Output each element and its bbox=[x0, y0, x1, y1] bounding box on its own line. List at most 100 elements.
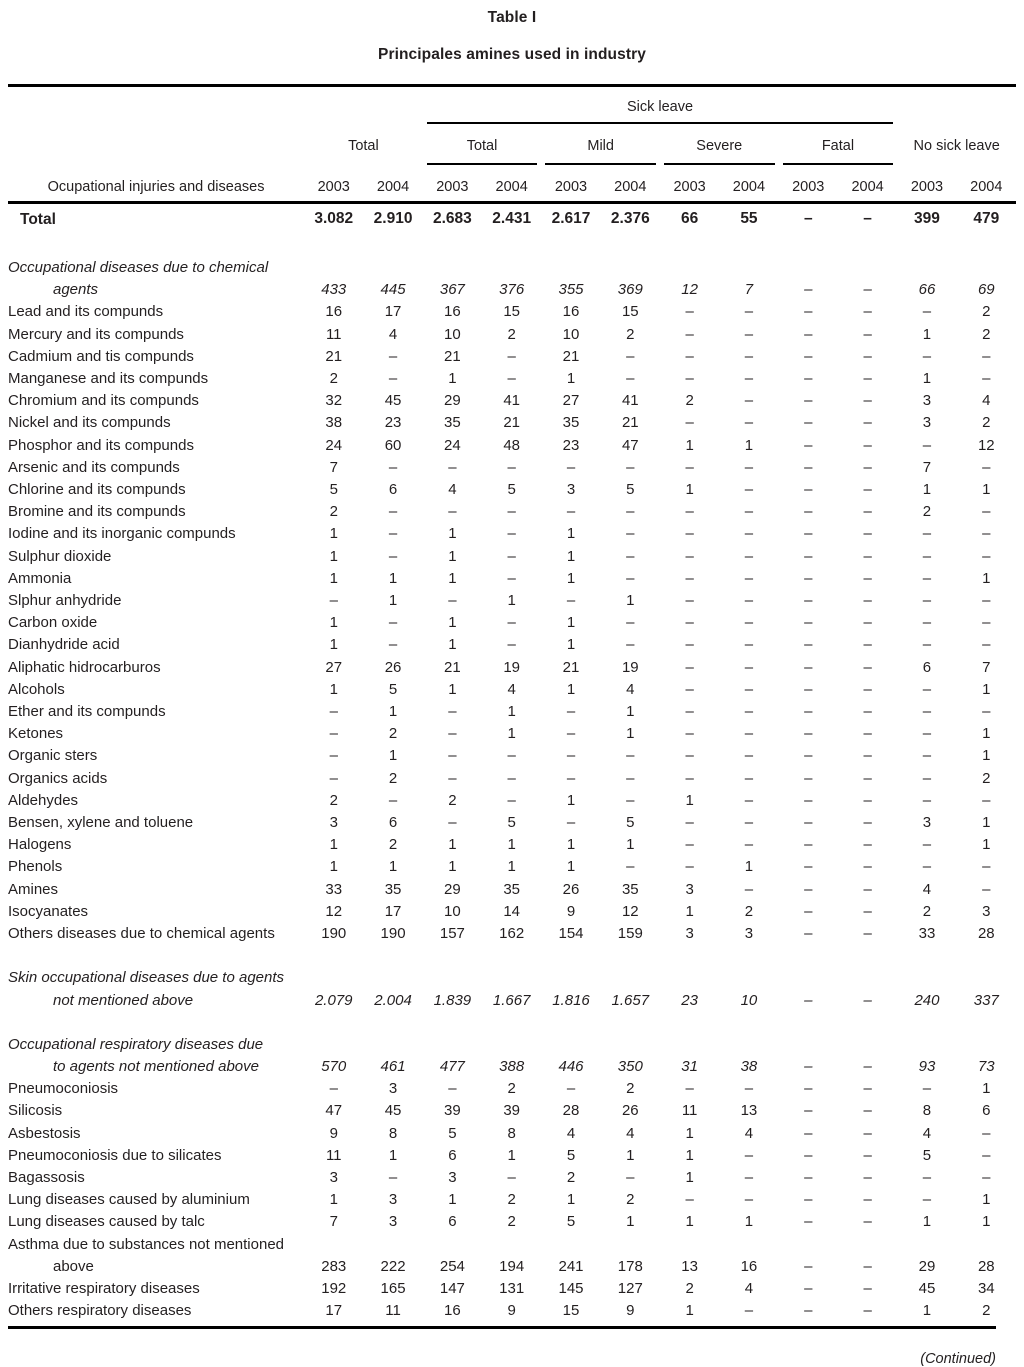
table-cell: – bbox=[863, 636, 872, 654]
table-cell: 5 bbox=[507, 814, 516, 832]
table-cell: – bbox=[863, 592, 872, 610]
table-cell: 19 bbox=[621, 658, 639, 676]
table-cell: – bbox=[448, 769, 457, 787]
table-cell: – bbox=[982, 458, 991, 476]
table-cell: 159 bbox=[617, 925, 643, 943]
table-cell: – bbox=[922, 703, 932, 721]
table-cell: 1 bbox=[388, 569, 398, 587]
table-cell: – bbox=[744, 814, 754, 832]
table-cell: – bbox=[329, 592, 338, 610]
table-cell: 1 bbox=[448, 547, 457, 565]
table-cell: – bbox=[507, 569, 516, 587]
table-cell: 15 bbox=[562, 1302, 580, 1320]
table-cell: 355 bbox=[558, 281, 584, 299]
table-cell: 1 bbox=[566, 569, 576, 587]
table-cell: – bbox=[804, 680, 813, 698]
table-cell: – bbox=[804, 991, 813, 1009]
table-cell: 66 bbox=[918, 281, 936, 299]
table-cell: 13 bbox=[740, 1102, 758, 1120]
table-cell: 283 bbox=[321, 1257, 347, 1275]
row-label: above bbox=[53, 1257, 94, 1275]
table-cell: – bbox=[863, 1302, 872, 1320]
table-cell: – bbox=[804, 814, 813, 832]
table-row: Occupational respiratory diseases due bbox=[8, 1034, 1016, 1056]
table-cell: – bbox=[804, 525, 813, 543]
table-cell: 1 bbox=[448, 525, 457, 543]
table-cell: – bbox=[744, 569, 754, 587]
table-cell: 1 bbox=[507, 836, 516, 854]
table-cell: – bbox=[863, 769, 872, 787]
table-cell: 21 bbox=[621, 414, 639, 432]
table-row: Lung diseases caused by talc 7 3 6 2 5 1 1 1 – – 1 1 bbox=[8, 1211, 1016, 1233]
header-row-groups: Total Total Mild Severe Fatal No sick le… bbox=[8, 124, 1016, 154]
table-cell: 2 bbox=[982, 769, 991, 787]
table-cell: 3 bbox=[388, 1213, 398, 1231]
table-cell bbox=[423, 1034, 482, 1056]
table-cell: 1 bbox=[388, 592, 398, 610]
table-cell: 16 bbox=[444, 303, 461, 321]
table-cell: – bbox=[626, 614, 635, 632]
table-cell: – bbox=[626, 791, 635, 809]
table-cell: – bbox=[982, 703, 991, 721]
table-cell: – bbox=[982, 347, 991, 365]
row-label: Skin occupational diseases due to agents bbox=[8, 969, 285, 987]
row-label: Lead and its compunds bbox=[8, 303, 164, 321]
table-cell: – bbox=[863, 814, 872, 832]
table-cell bbox=[541, 1234, 600, 1256]
table-cell: – bbox=[744, 614, 754, 632]
table-cell: – bbox=[804, 925, 813, 943]
header-row-years: 2003 2004 2003 2004 2003 2004 2003 2004 … bbox=[8, 165, 1016, 195]
table-cell: 31 bbox=[681, 1057, 698, 1075]
table-cell: – bbox=[388, 458, 398, 476]
table-cell: 5 bbox=[388, 680, 398, 698]
table-cell: 2 bbox=[507, 1080, 516, 1098]
header-sick-leave: Sick leave bbox=[626, 99, 694, 115]
table-row: Lung diseases caused by aluminium 1 3 1 2 1 2 –… bbox=[8, 1189, 1016, 1211]
table-cell: 1 bbox=[507, 592, 516, 610]
table-cell: – bbox=[804, 392, 813, 410]
table-cell: 4 bbox=[744, 1279, 754, 1297]
table-cell: 1 bbox=[329, 614, 338, 632]
table-cell: – bbox=[744, 1146, 754, 1164]
table-cell bbox=[541, 967, 600, 989]
table-cell bbox=[482, 1234, 541, 1256]
table-row: Pneumoconiosis – 3 – 2 – 2 – – – – – 1 bbox=[8, 1078, 1016, 1100]
table-cell: 2 bbox=[507, 1191, 516, 1209]
table-cell: – bbox=[863, 436, 872, 454]
table-cell: 1 bbox=[566, 791, 576, 809]
table-cell: – bbox=[744, 658, 754, 676]
table-cell: – bbox=[863, 414, 872, 432]
table-cell: 1 bbox=[329, 680, 338, 698]
table-cell: – bbox=[863, 858, 872, 876]
table-cell: 1 bbox=[982, 1213, 991, 1231]
table-cell: 3 bbox=[685, 925, 694, 943]
table-cell: – bbox=[804, 836, 813, 854]
table-cell: – bbox=[448, 703, 457, 721]
table-cell: – bbox=[922, 347, 932, 365]
row-label: Chromium and its compunds bbox=[8, 392, 199, 410]
table-cell: – bbox=[982, 592, 991, 610]
table-cell bbox=[363, 1034, 422, 1056]
table-cell: 7 bbox=[982, 658, 991, 676]
table-cell: – bbox=[448, 747, 457, 765]
table-head: Ocupational injuries and diseases Sick l… bbox=[8, 87, 1016, 195]
table-cell: – bbox=[685, 325, 694, 343]
table-cell: – bbox=[685, 569, 694, 587]
table-cell: 3 bbox=[922, 814, 932, 832]
table-cell: 8 bbox=[388, 1124, 398, 1142]
table-cell: – bbox=[507, 370, 516, 388]
table-cell: – bbox=[329, 769, 338, 787]
table-cell: 1 bbox=[685, 902, 694, 920]
row-label: Silicosis bbox=[8, 1102, 63, 1120]
table-cell: 2.683 bbox=[432, 210, 472, 227]
table-cell: – bbox=[922, 1168, 932, 1186]
table-row: agents 433 445 367 376 355 369 12 7 – – 66 69 bbox=[8, 279, 1016, 301]
table-cell: 2 bbox=[388, 769, 398, 787]
table-cell: – bbox=[448, 458, 457, 476]
table-cell: – bbox=[982, 791, 991, 809]
table-row: Asbestosis 9 8 5 8 4 4 1 4 – – 4 – bbox=[8, 1123, 1016, 1145]
table-cell bbox=[423, 1234, 482, 1256]
table-cell: – bbox=[329, 703, 338, 721]
table-cell: 1 bbox=[685, 1124, 694, 1142]
table-cell: – bbox=[448, 503, 457, 521]
